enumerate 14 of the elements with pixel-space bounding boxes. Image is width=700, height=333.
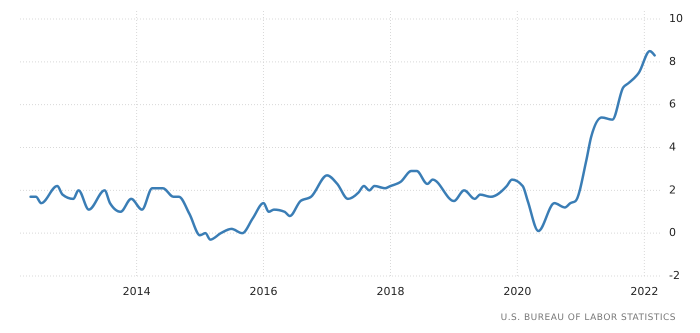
y-tick-label: 8 bbox=[669, 54, 676, 68]
y-tick-label: 10 bbox=[669, 12, 683, 26]
y-tick-label: 2 bbox=[669, 183, 676, 196]
x-tick-label: 2016 bbox=[249, 285, 278, 298]
y-tick-label: 4 bbox=[669, 140, 676, 154]
x-tick-label: 2020 bbox=[503, 285, 532, 298]
y-tick-label: 0 bbox=[669, 226, 676, 240]
x-tick-label: 2018 bbox=[376, 285, 404, 298]
x-tick-label: 2022 bbox=[630, 285, 658, 298]
line-series bbox=[29, 50, 656, 241]
y-tick-label: 6 bbox=[669, 98, 676, 111]
text: U.S. BUREAU OF LABOR STATISTICS bbox=[500, 313, 676, 323]
x-tick-label: 2014 bbox=[122, 285, 151, 298]
y-tick-label: -2 bbox=[669, 269, 680, 282]
